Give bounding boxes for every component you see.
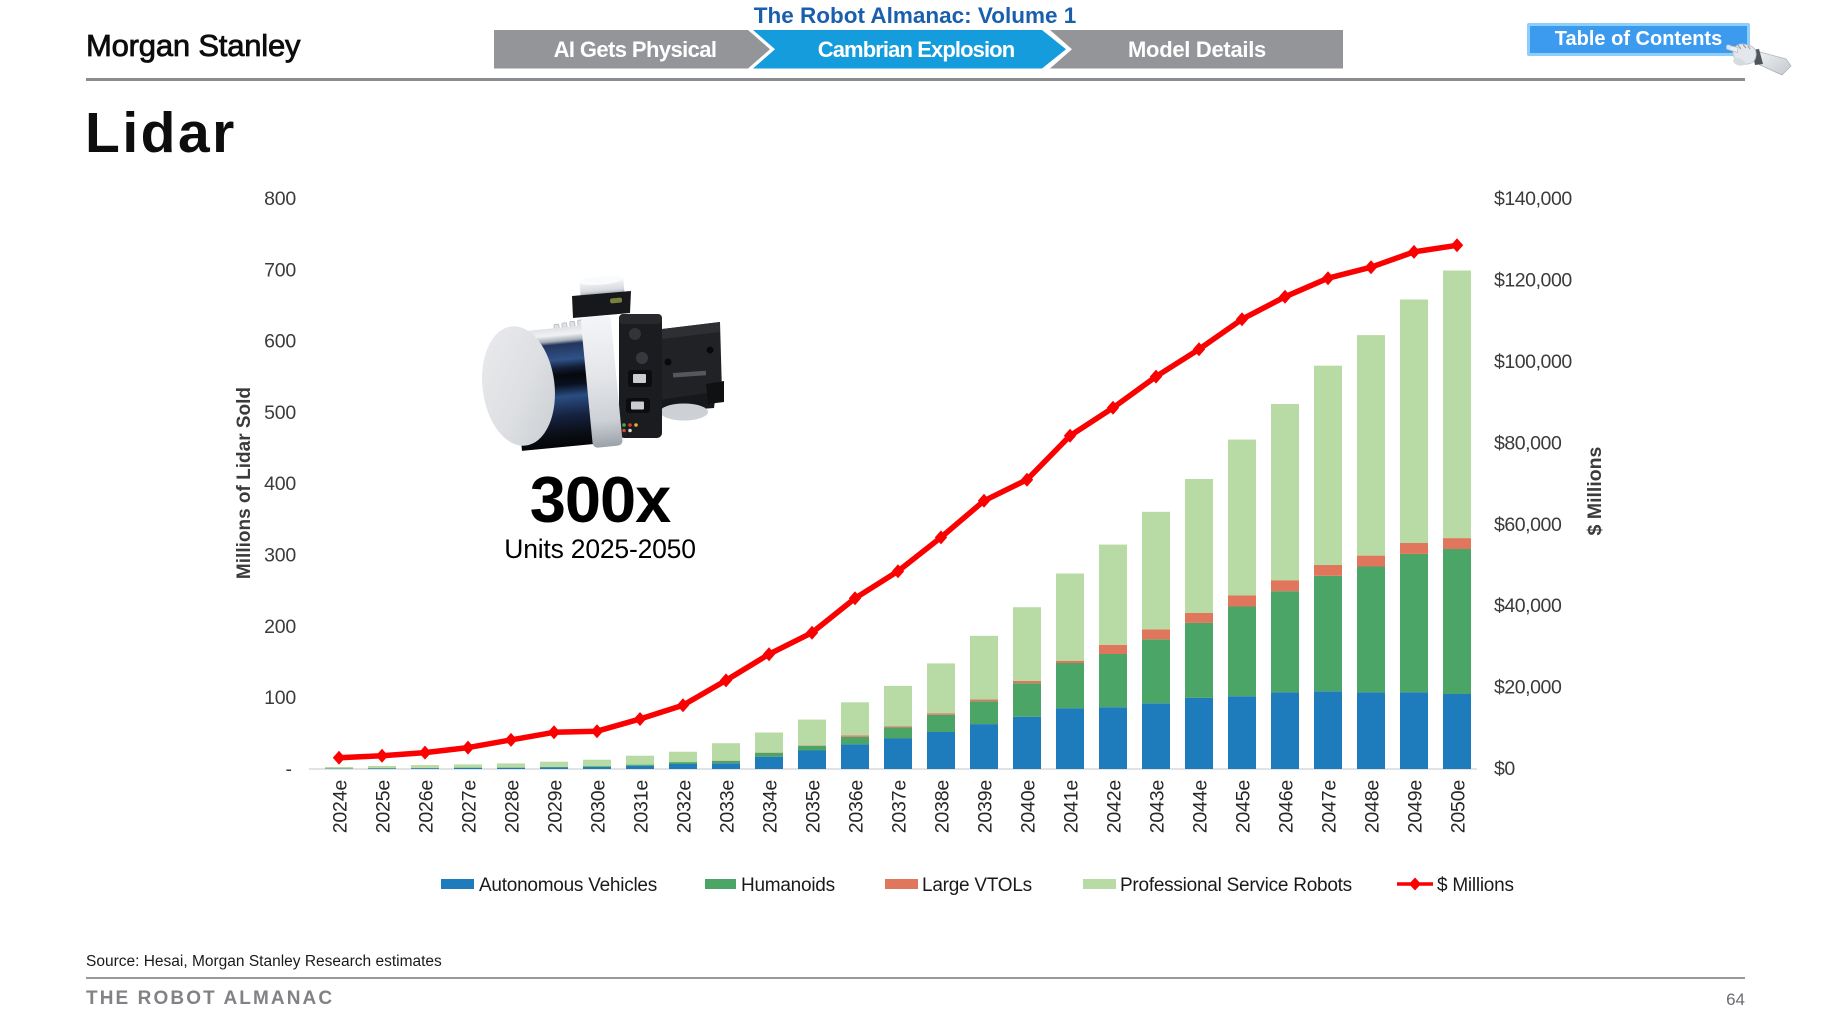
svg-text:2030e: 2030e: [588, 780, 610, 833]
svg-text:2035e: 2035e: [803, 780, 825, 833]
svg-text:2024e: 2024e: [330, 780, 352, 833]
svg-text:2047e: 2047e: [1319, 780, 1341, 833]
svg-text:2033e: 2033e: [717, 780, 739, 833]
svg-text:$0: $0: [1494, 758, 1515, 780]
svg-text:Cambrian Explosion: Cambrian Explosion: [818, 37, 1015, 62]
svg-text:$20,000: $20,000: [1494, 677, 1562, 699]
svg-text:$80,000: $80,000: [1494, 432, 1562, 454]
svg-text:2026e: 2026e: [416, 780, 438, 833]
svg-text:$100,000: $100,000: [1494, 351, 1572, 373]
svg-text:2036e: 2036e: [846, 780, 868, 833]
svg-text:2032e: 2032e: [674, 780, 696, 833]
svg-text:2046e: 2046e: [1276, 780, 1298, 833]
svg-text:-: -: [286, 758, 293, 780]
svg-text:Professional Service Robots: Professional Service Robots: [1120, 875, 1352, 896]
svg-text:2029e: 2029e: [545, 780, 567, 833]
svg-text:300: 300: [264, 545, 296, 567]
svg-text:Humanoids: Humanoids: [741, 875, 835, 896]
svg-text:400: 400: [264, 473, 296, 495]
svg-text:2034e: 2034e: [760, 780, 782, 833]
svg-text:2041e: 2041e: [1061, 780, 1083, 833]
svg-text:500: 500: [264, 402, 296, 424]
svg-text:2042e: 2042e: [1104, 780, 1126, 833]
svg-text:2043e: 2043e: [1147, 780, 1169, 833]
svg-text:2049e: 2049e: [1405, 780, 1427, 833]
svg-text:Large VTOLs: Large VTOLs: [922, 875, 1032, 896]
svg-text:2025e: 2025e: [373, 780, 395, 833]
svg-text:Model Details: Model Details: [1128, 37, 1266, 62]
svg-text:2028e: 2028e: [502, 780, 524, 833]
svg-text:2039e: 2039e: [975, 780, 997, 833]
svg-text:$40,000: $40,000: [1494, 595, 1562, 617]
svg-text:200: 200: [264, 616, 296, 638]
svg-text:Autonomous Vehicles: Autonomous Vehicles: [479, 875, 657, 896]
svg-text:2048e: 2048e: [1362, 780, 1384, 833]
svg-text:800: 800: [264, 188, 296, 210]
svg-text:$ Millions: $ Millions: [1584, 446, 1606, 535]
svg-text:2045e: 2045e: [1233, 780, 1255, 833]
svg-text:$120,000: $120,000: [1494, 269, 1572, 291]
svg-text:$ Millions: $ Millions: [1437, 875, 1514, 896]
svg-text:$140,000: $140,000: [1494, 188, 1572, 210]
svg-text:2031e: 2031e: [631, 780, 653, 833]
svg-text:Millions of Lidar Sold: Millions of Lidar Sold: [234, 387, 255, 579]
svg-text:700: 700: [264, 259, 296, 281]
svg-text:600: 600: [264, 331, 296, 353]
svg-text:100: 100: [264, 687, 296, 709]
svg-text:2027e: 2027e: [459, 780, 481, 833]
svg-text:2037e: 2037e: [889, 780, 911, 833]
svg-text:2038e: 2038e: [932, 780, 954, 833]
svg-text:2044e: 2044e: [1190, 780, 1212, 833]
svg-text:$60,000: $60,000: [1494, 514, 1562, 536]
svg-text:2040e: 2040e: [1018, 780, 1040, 833]
svg-text:2050e: 2050e: [1448, 780, 1470, 833]
svg-text:AI Gets Physical: AI Gets Physical: [554, 37, 717, 62]
